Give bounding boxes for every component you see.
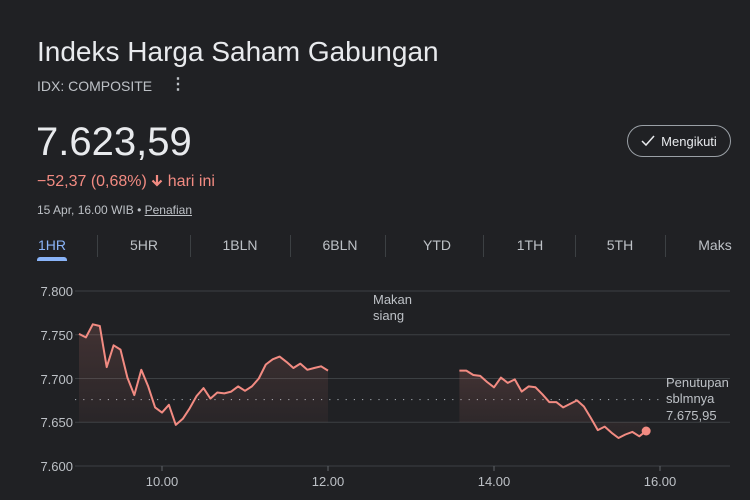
x-tick-label: 12.00 [312,474,345,489]
follow-button[interactable]: Mengikuti [627,125,731,157]
tab-6bln[interactable]: 6BLN [322,237,358,253]
change-suffix: hari ini [167,173,215,190]
y-tick-label: 7.700 [40,372,73,387]
current-price: 7.623,59 [36,120,192,164]
tab-1th[interactable]: 1TH [516,237,544,253]
arrow-down-icon [152,175,163,187]
y-tick-label: 7.800 [40,284,73,299]
lunch-break-label: siang [373,308,404,323]
check-icon [641,135,655,147]
timestamp: 15 Apr, 16.00 WIB [37,203,134,217]
separator-dot: • [137,203,142,217]
current-price-dot [641,426,651,436]
tab-1bln[interactable]: 1BLN [222,237,258,253]
prev-close-value: 7.675,95 [666,408,717,423]
tab-divider [483,235,484,257]
tab-5hr[interactable]: 5HR [129,237,159,253]
prev-close-label: sblmnya [666,391,715,406]
x-tick-label: 14.00 [478,474,511,489]
tab-5th[interactable]: 5TH [606,237,634,253]
more-vert-icon[interactable]: ⋮ [170,76,186,93]
y-tick-label: 7.750 [40,328,73,343]
price-change: −52,37 (0,68%) hari ini [37,173,215,191]
disclaimer-link[interactable]: Penafian [144,203,192,217]
follow-label: Mengikuti [661,133,717,149]
lunch-break-label: Makan [373,292,412,307]
tab-divider [290,235,291,257]
x-tick-label: 16.00 [644,474,677,489]
tab-ytd[interactable]: YTD [423,237,451,253]
y-tick-label: 7.600 [40,459,73,474]
price-line [459,369,647,439]
ticker-symbol: IDX: COMPOSITE [37,78,153,94]
tab-divider [97,235,98,257]
tab-divider [190,235,191,257]
quote-meta: 15 Apr, 16.00 WIB • Penafian [37,203,192,217]
y-tick-label: 7.650 [40,415,73,430]
tab-1hr[interactable]: 1HR [37,237,67,253]
x-tick-label: 10.00 [146,474,179,489]
tab-divider [385,235,386,257]
change-value: −52,37 (0,68%) [37,173,147,190]
prev-close-label: Penutupan [666,375,729,390]
tab-divider [575,235,576,257]
session-area [79,324,328,425]
active-tab-indicator [37,257,67,261]
tab-divider [665,235,666,257]
tab-maks[interactable]: Maks [698,237,732,253]
page-title: Indeks Harga Saham Gabungan [37,36,439,67]
session-area [459,370,647,438]
price-line [78,323,329,426]
